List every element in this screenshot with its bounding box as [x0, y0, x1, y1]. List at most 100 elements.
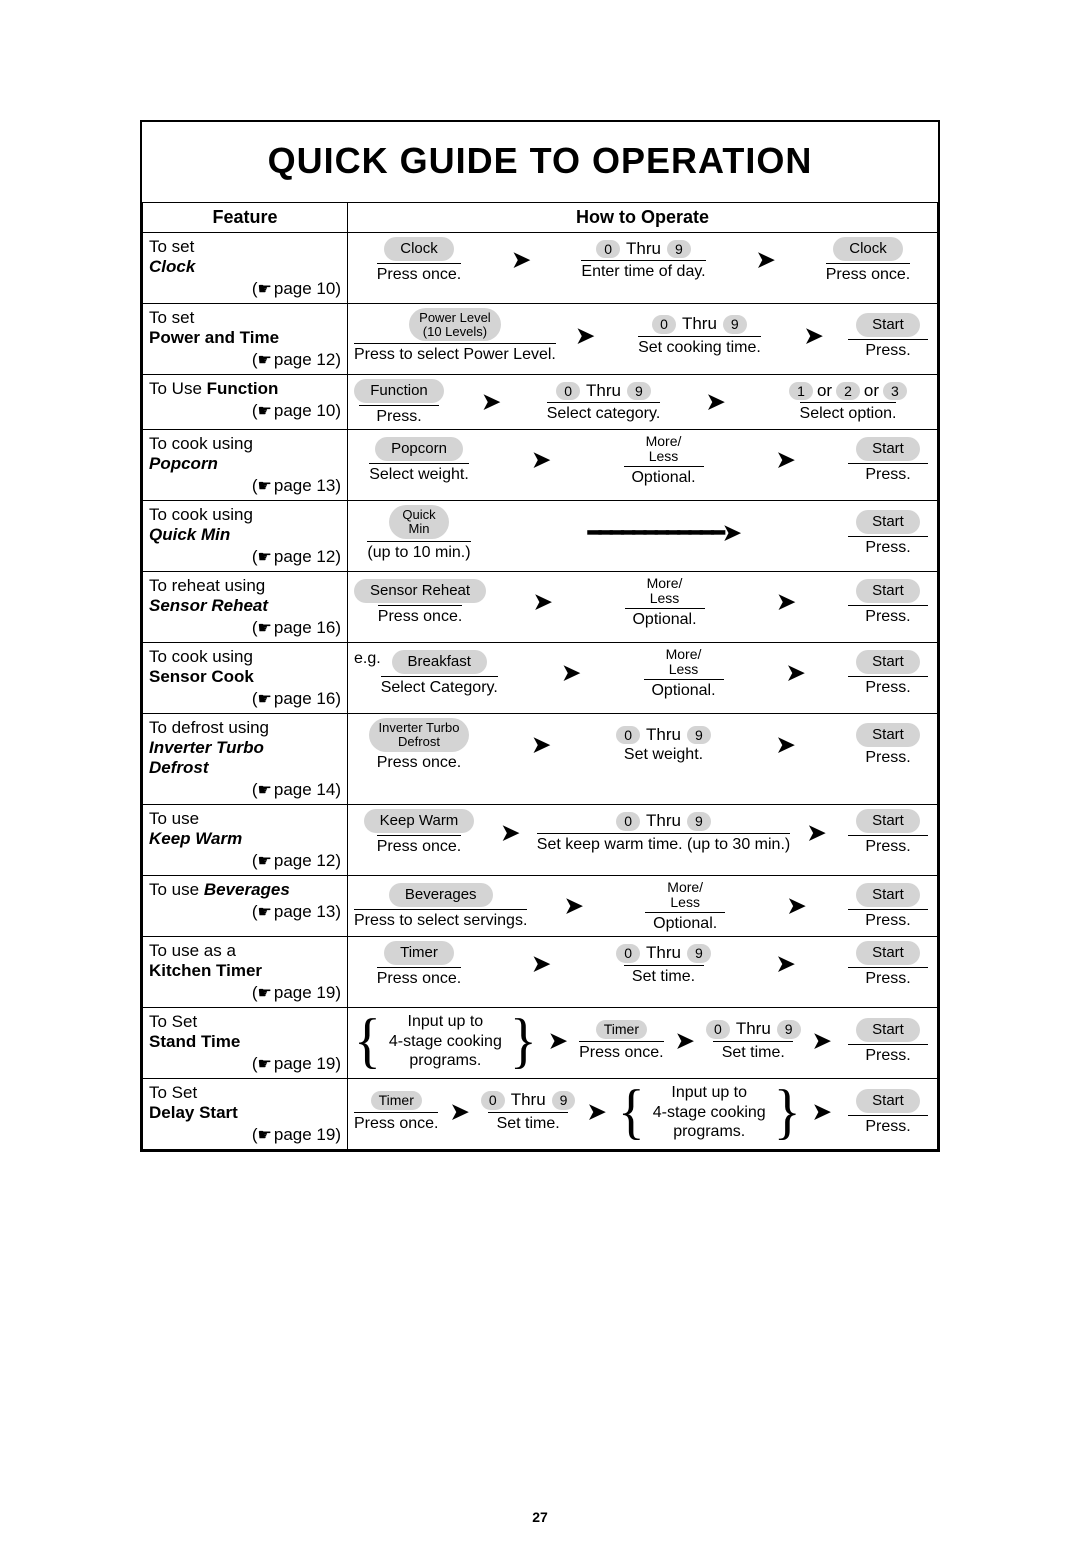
hand-icon: ☛ — [258, 618, 272, 638]
feature-kitchen-timer: To use as a Kitchen Timer (☛page 19) — [143, 937, 348, 1008]
start-button[interactable]: Start — [856, 1089, 920, 1113]
arrow-icon: ➤ — [753, 247, 779, 273]
more-less-label: More/ Less — [647, 576, 683, 605]
input-stage-note: Input up to 4-stage cooking programs. — [389, 1012, 502, 1070]
hand-icon: ☛ — [258, 547, 272, 567]
function-button[interactable]: Function — [354, 379, 444, 403]
digit-0-button[interactable]: 0 — [616, 812, 640, 831]
feature-defrost: To defrost using Inverter Turbo Defrost … — [143, 714, 348, 805]
arrow-icon: ➤ — [703, 389, 729, 415]
arrow-icon: ➤ — [528, 447, 554, 473]
feature-sensor-reheat: To reheat using Sensor Reheat (☛page 16) — [143, 572, 348, 643]
arrow-icon: ➤ — [803, 820, 829, 846]
digit-0-button[interactable]: 0 — [652, 315, 676, 334]
hand-icon: ☛ — [258, 851, 272, 871]
digit-0-button[interactable]: 0 — [556, 382, 580, 401]
digit-0-button[interactable]: 0 — [481, 1091, 505, 1110]
arrow-icon: ➤ — [558, 660, 584, 686]
start-button[interactable]: Start — [856, 510, 920, 534]
digit-2-button[interactable]: 2 — [836, 382, 860, 401]
start-button[interactable]: Start — [856, 941, 920, 965]
hand-icon: ☛ — [258, 401, 272, 421]
row-defrost: To defrost using Inverter Turbo Defrost … — [143, 714, 938, 805]
op-power-time: Power Level (10 Levels) Press to select … — [348, 304, 938, 375]
feature-sensor-cook: To cook using Sensor Cook (☛page 16) — [143, 643, 348, 714]
start-button[interactable]: Start — [856, 579, 920, 603]
hand-icon: ☛ — [258, 350, 272, 370]
digit-9-button[interactable]: 9 — [723, 315, 747, 334]
arrow-icon: ➤ — [783, 893, 809, 919]
arrow-icon: ➤ — [508, 247, 534, 273]
keep-warm-button[interactable]: Keep Warm — [364, 809, 475, 833]
hand-icon: ☛ — [258, 780, 272, 800]
op-defrost: Inverter Turbo Defrost Press once. ➤ 0 T… — [348, 714, 938, 805]
digit-0-button[interactable]: 0 — [596, 240, 620, 259]
arrow-icon: ➤ — [528, 951, 554, 977]
page-number: 27 — [0, 1509, 1080, 1525]
header-row: Feature How to Operate — [143, 203, 938, 233]
op-keep-warm: Keep Warm Press once. ➤ 0 Thru 9 Set kee… — [348, 805, 938, 876]
digit-1-button[interactable]: 1 — [789, 382, 813, 401]
digit-9-button[interactable]: 9 — [777, 1020, 801, 1039]
digit-9-button[interactable]: 9 — [687, 944, 711, 963]
arrow-icon: ➤ — [773, 732, 799, 758]
start-button[interactable]: Start — [856, 1018, 920, 1042]
digit-3-button[interactable]: 3 — [883, 382, 907, 401]
feature-delay-start: To Set Delay Start (☛page 19) — [143, 1079, 348, 1150]
popcorn-button[interactable]: Popcorn — [375, 437, 463, 461]
digit-9-button[interactable]: 9 — [552, 1091, 576, 1110]
hand-icon: ☛ — [258, 689, 272, 709]
input-stage-note: Input up to 4-stage cooking programs. — [653, 1083, 766, 1141]
digit-0-button[interactable]: 0 — [706, 1020, 730, 1039]
more-less-label: More/ Less — [667, 880, 703, 909]
arrow-icon: ➤ — [583, 1099, 609, 1125]
hand-icon: ☛ — [258, 476, 272, 496]
op-beverages: Beverages Press to select servings. ➤ Mo… — [348, 876, 938, 937]
digit-0-button[interactable]: 0 — [616, 726, 640, 745]
digit-9-button[interactable]: 9 — [687, 726, 711, 745]
timer-button[interactable]: Timer — [371, 1091, 422, 1110]
start-button[interactable]: Start — [856, 723, 920, 747]
digit-9-button[interactable]: 9 — [687, 812, 711, 831]
start-button[interactable]: Start — [856, 313, 920, 337]
digit-9-button[interactable]: 9 — [667, 240, 691, 259]
digit-9-button[interactable]: 9 — [627, 382, 651, 401]
feature-clock: To set Clock (☛page 10) — [143, 233, 348, 304]
timer-button[interactable]: Timer — [384, 941, 454, 965]
breakfast-button[interactable]: Breakfast — [392, 650, 487, 674]
arrow-icon: ➤ — [773, 447, 799, 473]
inverter-turbo-defrost-button[interactable]: Inverter Turbo Defrost — [369, 718, 470, 751]
row-beverages: To use Beverages (☛page 13) Beverages Pr… — [143, 876, 938, 937]
row-clock: To set Clock (☛page 10) Clock Press once… — [143, 233, 938, 304]
start-button[interactable]: Start — [856, 809, 920, 833]
start-button[interactable]: Start — [856, 437, 920, 461]
hand-icon: ☛ — [258, 279, 272, 299]
op-delay-start: Timer Press once. ➤ 0 Thru 9 Set time. — [348, 1079, 938, 1150]
feature-beverages: To use Beverages (☛page 13) — [143, 876, 348, 937]
brace-left-icon: { — [618, 1097, 645, 1128]
arrow-icon: ➤ — [561, 893, 587, 919]
row-popcorn: To cook using Popcorn (☛page 13) Popcorn… — [143, 430, 938, 501]
quick-min-button[interactable]: Quick Min — [389, 505, 449, 538]
op-stand-time: { Input up to 4-stage cooking programs. … — [348, 1008, 938, 1079]
brace-right-icon: } — [510, 1026, 537, 1057]
digit-0-button[interactable]: 0 — [616, 944, 640, 963]
op-sensor-cook: e.g. Breakfast Select Category. ➤ More/ … — [348, 643, 938, 714]
power-level-button[interactable]: Power Level (10 Levels) — [409, 308, 501, 341]
arrow-icon: ➤ — [530, 589, 556, 615]
outer-frame: QUICK GUIDE TO OPERATION Feature How to … — [140, 120, 940, 1152]
beverages-button[interactable]: Beverages — [389, 883, 493, 907]
arrow-icon: ➤ — [773, 589, 799, 615]
brace-left-icon: { — [354, 1026, 381, 1057]
eg-label: e.g. — [354, 650, 381, 668]
row-power-time: To set Power and Time (☛page 12) Power L… — [143, 304, 938, 375]
op-clock: Clock Press once. ➤ 0 Thru 9 Enter time … — [348, 233, 938, 304]
clock-button[interactable]: Clock — [833, 237, 903, 261]
feature-keep-warm: To use Keep Warm (☛page 12) — [143, 805, 348, 876]
timer-button[interactable]: Timer — [596, 1020, 647, 1039]
clock-button[interactable]: Clock — [384, 237, 454, 261]
hand-icon: ☛ — [258, 1054, 272, 1074]
start-button[interactable]: Start — [856, 650, 920, 674]
start-button[interactable]: Start — [856, 883, 920, 907]
sensor-reheat-button[interactable]: Sensor Reheat — [354, 579, 486, 603]
